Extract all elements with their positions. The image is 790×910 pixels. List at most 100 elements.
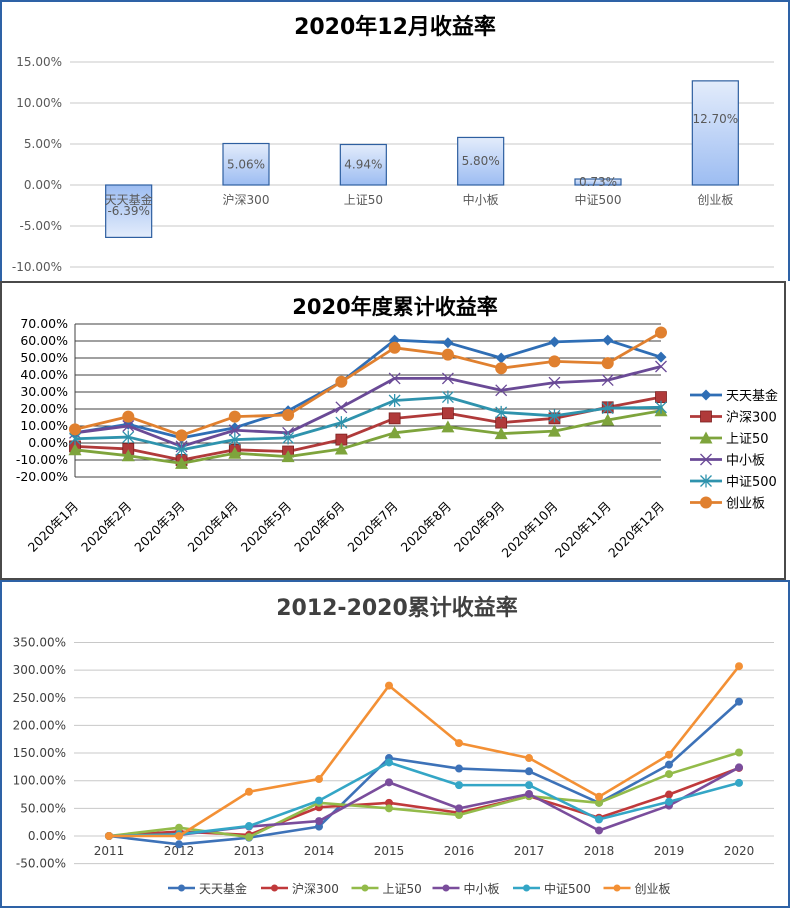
x-tick-label: 2020年10月 — [499, 499, 561, 561]
star-marker-icon — [282, 431, 295, 445]
triangle-marker-icon — [175, 456, 189, 469]
circle-marker-icon — [735, 748, 743, 757]
circle-marker-icon — [245, 787, 253, 796]
circle-marker-icon — [495, 362, 508, 375]
legend-label: 天天基金 — [726, 388, 778, 404]
x-marker-icon — [601, 374, 614, 387]
series-line — [74, 409, 662, 465]
ytd-cumulative-line-chart: 2020年度累计收益率 70.00% 60.00% 50.00% 40.00% 30.00… — [16, 295, 778, 561]
star-marker-icon — [441, 390, 454, 404]
series-line — [74, 365, 662, 448]
circle-marker-icon — [455, 781, 463, 790]
ytd-cumulative-chart-panel: 2020年度累计收益率 70.00% 60.00% 50.00% 40.00% 30.00… — [0, 281, 786, 580]
legend-label: 天天基金 — [199, 881, 247, 896]
triangle-marker-icon — [388, 426, 402, 439]
star-marker-icon — [335, 416, 348, 430]
legend-item: 创业板 — [603, 882, 671, 896]
circle-marker-icon — [175, 429, 188, 442]
legend-label: 创业板 — [726, 497, 765, 512]
circle-marker-icon — [315, 796, 323, 805]
x-marker-icon — [388, 372, 401, 385]
series-line — [108, 761, 740, 838]
diamond-marker-icon — [442, 337, 454, 349]
circle-marker-icon — [525, 781, 533, 790]
legend-label: 创业板 — [635, 882, 671, 896]
star-marker-icon — [175, 443, 188, 457]
y-tick-label: 15.00% — [16, 55, 62, 69]
series-line — [74, 395, 662, 452]
x-tick-label: 2020年4月 — [185, 499, 241, 555]
x-tick-label: 2014 — [304, 844, 335, 858]
circle-marker-icon — [388, 341, 401, 354]
chart-title: 2020年度累计收益率 — [292, 295, 497, 319]
y-tick-label: 0.00% — [28, 829, 66, 843]
circle-marker-icon — [595, 815, 603, 824]
bar-value-label: 5.80% — [462, 154, 500, 168]
y-tick-label: 70.00% — [20, 316, 68, 331]
circle-marker-icon — [228, 410, 241, 423]
bar — [691, 80, 739, 186]
x-tick-label: 2012 — [164, 844, 195, 858]
series-创业板 — [69, 326, 667, 442]
legend-item: 创业板 — [690, 496, 765, 512]
circle-marker-icon — [665, 797, 673, 806]
circle-marker-icon — [525, 767, 533, 776]
monthly-return-bar-chart: 2020年12月收益率 15.00% 10.00% 5.00% 0.00% -5.00% -… — [12, 14, 774, 274]
y-tick-label: 100.00% — [13, 774, 66, 788]
star-marker-icon — [495, 405, 508, 419]
circle-marker-icon — [441, 348, 454, 361]
circle-marker-icon — [105, 832, 113, 840]
y-tick-label: 5.00% — [24, 137, 62, 151]
circle-marker-icon — [665, 790, 673, 799]
triangle-marker-icon — [334, 442, 348, 455]
x-marker-icon — [655, 360, 667, 373]
circle-marker-icon — [455, 810, 463, 819]
x-tick-label: 2020年5月 — [238, 499, 294, 555]
circle-marker-icon — [315, 775, 323, 784]
x-tick-label: 2020年6月 — [291, 499, 347, 555]
x-tick-label: 2018 — [584, 844, 615, 858]
circle-marker-icon — [245, 833, 253, 842]
x-marker-icon — [495, 384, 508, 397]
x-marker-icon — [441, 372, 454, 385]
y-tick-label: 0.00% — [24, 178, 62, 192]
legend-label: 中小板 — [464, 881, 500, 896]
series-line — [108, 700, 740, 846]
circle-marker-icon — [335, 375, 348, 388]
legend-label: 上证50 — [726, 432, 769, 447]
star-marker-icon — [655, 400, 667, 414]
y-tick-label: -50.00% — [16, 857, 66, 871]
y-tick-label: -5.00% — [20, 219, 62, 233]
diamond-marker-icon — [655, 351, 667, 363]
legend-item: 沪深300 — [690, 410, 777, 426]
chart-title: 2012-2020累计收益率 — [276, 595, 518, 621]
legend-item: 中小板 — [432, 881, 500, 896]
y-tick-label: 30.00% — [20, 384, 68, 399]
category-label: 天天基金 — [105, 192, 153, 207]
circle-marker-icon — [271, 884, 278, 892]
series-上证50 — [68, 404, 668, 469]
x-tick-label: 2020年12月 — [605, 499, 667, 561]
circle-marker-icon — [315, 817, 323, 826]
category-label: 沪深300 — [223, 193, 270, 207]
circle-marker-icon — [665, 760, 673, 769]
star-marker-icon — [700, 474, 712, 488]
circle-marker-icon — [735, 763, 743, 772]
legend-item: 中证500 — [513, 881, 591, 896]
y-tick-label: 0.00% — [28, 435, 68, 450]
circle-marker-icon — [655, 326, 667, 339]
bar — [574, 178, 622, 186]
y-tick-label: 50.00% — [20, 350, 68, 365]
circle-marker-icon — [601, 357, 614, 370]
multi-year-cumulative-line-chart: 2012-2020累计收益率 350.00% 300.00% 250.00% 200.0… — [13, 595, 774, 896]
circle-marker-icon — [385, 804, 393, 813]
circle-marker-icon — [69, 423, 81, 436]
category-label: 创业板 — [697, 193, 733, 207]
square-marker-icon — [442, 407, 454, 420]
legend-label: 中证500 — [544, 881, 591, 896]
bar-value-label: 0.73% — [579, 175, 617, 189]
star-marker-icon — [228, 433, 241, 447]
circle-marker-icon — [385, 758, 393, 767]
category-label: 中证500 — [575, 192, 622, 207]
x-tick-label: 2017 — [514, 844, 545, 858]
